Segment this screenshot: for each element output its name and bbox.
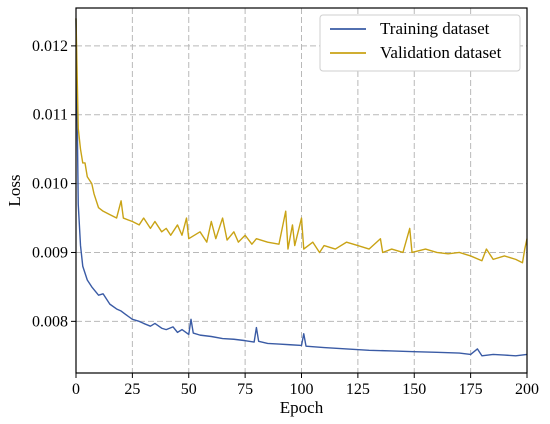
- series-line-validation: [75, 18, 528, 264]
- grid: [75, 8, 528, 373]
- x-tick-label: 125: [346, 381, 370, 398]
- x-tick-label: 150: [402, 381, 426, 398]
- x-tick-label: 175: [459, 381, 483, 398]
- y-tick-label: 0.011: [33, 107, 68, 124]
- y-tick-label: 0.008: [32, 313, 68, 330]
- x-tick-label: 50: [181, 381, 197, 398]
- legend-label-validation: Validation dataset: [380, 43, 502, 62]
- series-line-training: [75, 18, 528, 357]
- axis-ticks: 0 25 50 75 100 125 150 175 200 0.008 0.009 0.010 0.0…: [32, 38, 539, 398]
- x-axis-label: Epoch: [280, 398, 324, 417]
- legend-box: [319, 14, 521, 72]
- x-tick-label: 0: [72, 381, 80, 398]
- x-tick-label: 200: [515, 381, 539, 398]
- legend: Training dataset Validation dataset: [319, 14, 521, 72]
- y-axis-label: Loss: [5, 174, 24, 206]
- y-tick-label: 0.010: [32, 176, 68, 193]
- series-lines: [75, 18, 528, 357]
- legend-label-training: Training dataset: [380, 19, 490, 38]
- x-tick-label: 25: [124, 381, 140, 398]
- y-tick-label: 0.012: [32, 38, 68, 55]
- y-tick-label: 0.009: [32, 244, 68, 261]
- x-tick-label: 100: [290, 381, 314, 398]
- x-tick-label: 75: [237, 381, 253, 398]
